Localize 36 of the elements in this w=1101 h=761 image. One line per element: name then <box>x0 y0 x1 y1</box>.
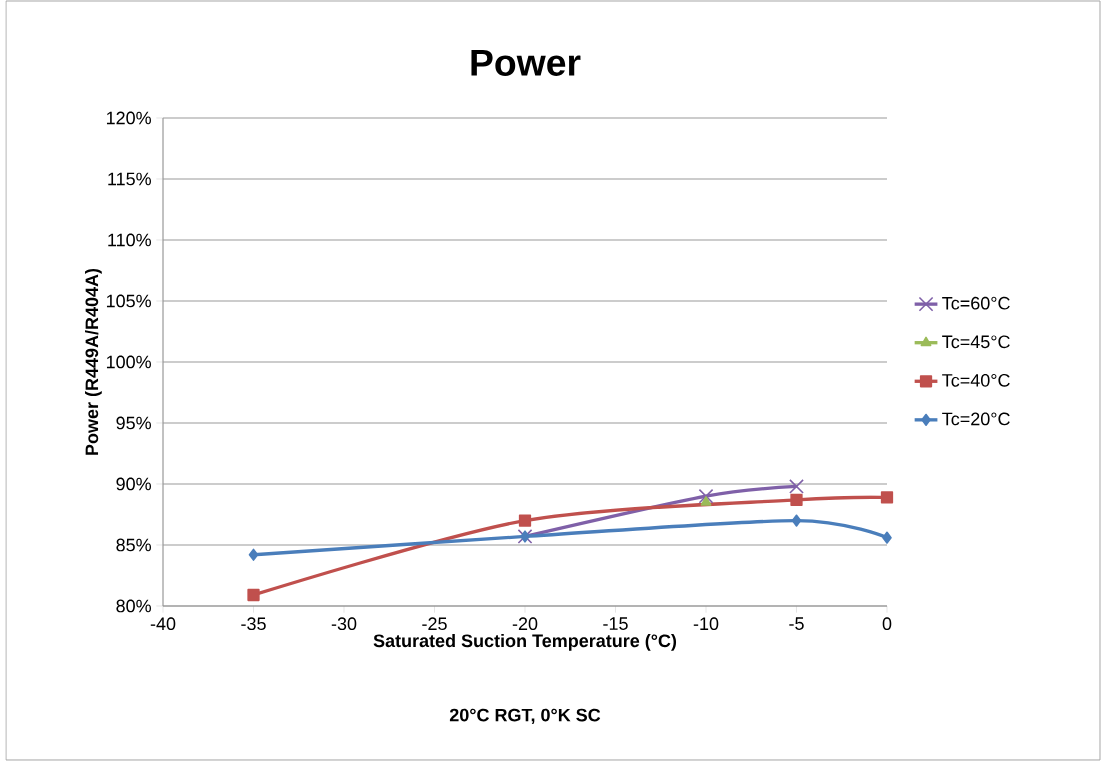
y-tick-label: 95% <box>116 416 151 430</box>
y-tick-label: 85% <box>116 538 151 552</box>
y-tick-label: 115% <box>108 172 151 186</box>
x-tick-label: -15 <box>603 617 628 630</box>
x-tick-label: -5 <box>789 617 804 630</box>
point <box>248 548 259 561</box>
point <box>700 496 712 506</box>
y-tick-label: 105% <box>106 294 151 308</box>
legend-label: Tc=45°C <box>942 335 1010 349</box>
y-tick-label: 110% <box>108 233 151 247</box>
point <box>518 514 532 527</box>
y-tick-label: 80% <box>116 599 151 613</box>
chart-title: Power <box>471 49 581 76</box>
y-tick-label: 100% <box>106 355 151 369</box>
point <box>791 514 802 527</box>
x-tick-label: -30 <box>331 617 357 631</box>
point <box>247 588 260 602</box>
x-tick-label: 0 <box>882 617 892 631</box>
y-tick-label: 120% <box>106 111 151 125</box>
point <box>882 531 892 544</box>
x-tick-label: -35 <box>241 617 266 631</box>
x-tick-label: -20 <box>512 617 538 631</box>
point <box>790 493 803 506</box>
x-tick-label: -40 <box>150 617 176 631</box>
legend-label: Tc=20°C <box>942 412 1010 426</box>
y-tick-label: 90% <box>116 477 151 491</box>
y-axis-title: Power (R449A/R404A) <box>84 268 102 455</box>
x-tick-label: -10 <box>693 617 719 631</box>
legend-label: Tc=40°C <box>942 373 1010 387</box>
text: 20°C RGT, 0°K SC <box>449 708 601 725</box>
point <box>789 479 804 494</box>
x-tick-label: -25 <box>422 617 447 631</box>
legend-label: Tc=60°C <box>942 296 1010 310</box>
x-axis-title: Saturated Suction Temperature (°C) <box>373 633 677 651</box>
point <box>698 488 714 504</box>
point <box>880 491 894 504</box>
